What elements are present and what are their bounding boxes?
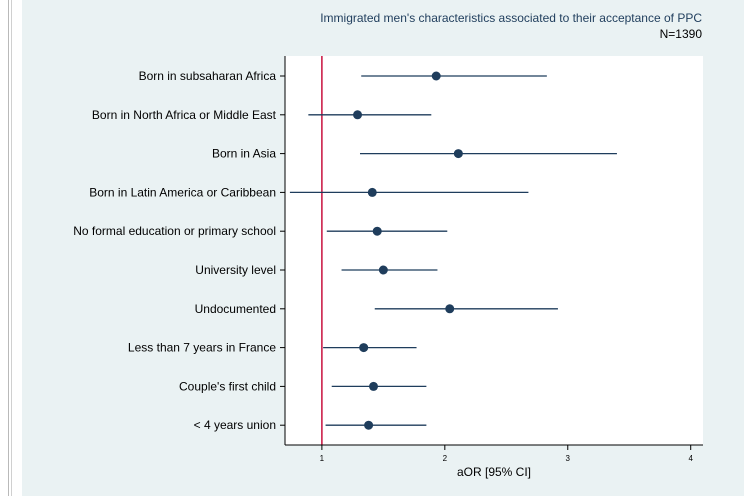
point-estimate — [367, 187, 377, 197]
point-estimate — [453, 149, 463, 159]
chart-subtitle: N=1390 — [660, 27, 703, 41]
plot-area — [285, 56, 703, 445]
x-tick-label: 1 — [320, 454, 325, 463]
row-label: Born in Asia — [212, 147, 276, 161]
point-estimate — [353, 110, 363, 120]
x-tick-label: 2 — [443, 454, 448, 463]
row-label: Born in subsaharan Africa — [139, 69, 277, 83]
point-estimate — [369, 381, 379, 391]
row-label: University level — [195, 263, 276, 277]
left-frame-line — [8, 0, 9, 496]
point-estimate — [364, 420, 374, 430]
point-estimate — [359, 343, 369, 353]
x-axis-label: aOR [95% CI] — [457, 465, 531, 479]
x-tick-label: 3 — [566, 454, 571, 463]
row-label: Undocumented — [195, 302, 276, 316]
row-label: Less than 7 years in France — [128, 341, 276, 355]
row-label: < 4 years union — [194, 418, 276, 432]
row-label: Born in North Africa or Middle East — [92, 108, 277, 122]
row-label: No formal education or primary school — [73, 224, 276, 238]
row-label: Born in Latin America or Caribbean — [89, 185, 276, 199]
point-estimate — [445, 304, 455, 314]
point-estimate — [431, 71, 441, 81]
x-tick-label: 4 — [688, 454, 693, 463]
left-frame-line-inner — [11, 0, 12, 496]
point-estimate — [372, 226, 382, 236]
point-estimate — [378, 265, 388, 275]
chart-title: Immigrated men's characteristics associa… — [320, 11, 702, 25]
row-label: Couple's first child — [179, 379, 276, 393]
